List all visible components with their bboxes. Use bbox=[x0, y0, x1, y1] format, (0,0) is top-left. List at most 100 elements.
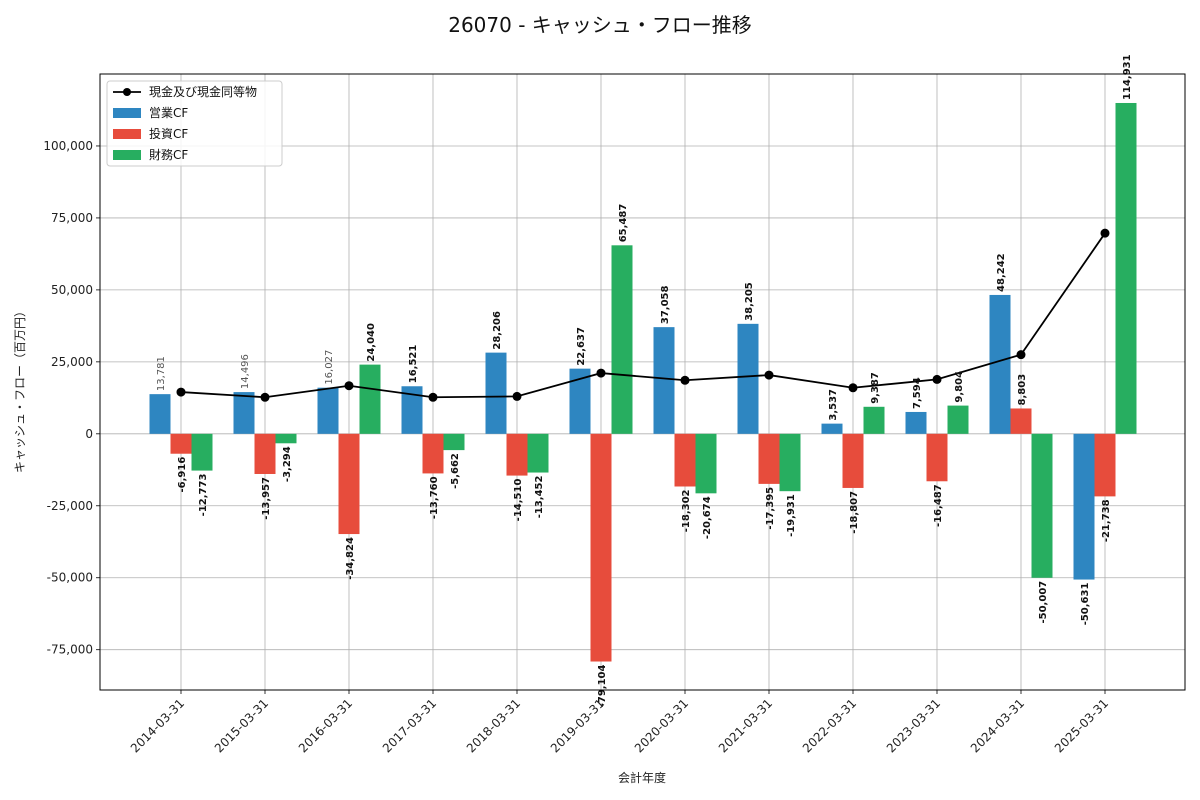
bar-2-0 bbox=[191, 433, 213, 471]
bar-data-label: 3,537 bbox=[828, 389, 839, 421]
legend-bar-swatch bbox=[113, 108, 141, 118]
bar-data-label: 14,496 bbox=[240, 354, 251, 389]
x-axis-label: 会計年度 bbox=[618, 770, 666, 785]
cash-equivalents-point bbox=[848, 383, 858, 393]
bar-data-label: -6,916 bbox=[177, 457, 188, 493]
x-tick-label: 2023-03-31 bbox=[884, 696, 943, 755]
bar-data-label: 9,387 bbox=[870, 372, 881, 404]
bar-data-label: -5,662 bbox=[450, 453, 461, 489]
chart-title: 26070 - キャッシュ・フロー推移 bbox=[448, 13, 752, 37]
bar-0-10 bbox=[989, 294, 1011, 434]
cash-equivalents-point bbox=[428, 392, 438, 402]
bar-data-label: -12,773 bbox=[198, 474, 209, 517]
bars-layer bbox=[149, 102, 1137, 662]
bar-data-label: 28,206 bbox=[492, 311, 503, 350]
cash-equivalents-point bbox=[260, 392, 270, 402]
bar-2-8 bbox=[863, 406, 885, 434]
bar-0-4 bbox=[485, 352, 507, 434]
bar-data-label: -17,395 bbox=[765, 487, 776, 530]
x-tick-label: 2014-03-31 bbox=[128, 696, 187, 755]
bar-data-label: 9,804 bbox=[954, 371, 965, 403]
bar-data-label: -3,294 bbox=[282, 446, 293, 482]
bar-1-9 bbox=[926, 433, 948, 482]
bar-2-7 bbox=[779, 433, 801, 492]
bar-2-9 bbox=[947, 405, 969, 434]
legend-entry: 投資CF bbox=[149, 126, 188, 141]
cash-equivalents-point bbox=[1100, 228, 1110, 238]
bar-2-4 bbox=[527, 433, 549, 473]
bar-2-10 bbox=[1031, 433, 1053, 578]
bar-data-label: -34,824 bbox=[345, 537, 356, 580]
y-tick-label: -50,000 bbox=[47, 571, 93, 585]
bar-data-label: 114,931 bbox=[1122, 54, 1133, 100]
bar-0-5 bbox=[569, 368, 591, 434]
cash-equivalents-point bbox=[932, 374, 942, 384]
bar-2-5 bbox=[611, 245, 633, 434]
bar-data-label: 48,242 bbox=[996, 253, 1007, 292]
y-tick-label: -25,000 bbox=[47, 499, 93, 513]
x-tick-label: 2024-03-31 bbox=[968, 696, 1027, 755]
bar-data-label: 8,803 bbox=[1017, 374, 1028, 406]
y-tick-label: 25,000 bbox=[51, 355, 93, 369]
bar-data-label: -16,487 bbox=[933, 484, 944, 527]
x-tick-label: 2019-03-31 bbox=[548, 696, 607, 755]
bar-1-7 bbox=[758, 433, 780, 484]
legend-bar-swatch bbox=[113, 129, 141, 139]
bar-1-1 bbox=[254, 433, 276, 474]
bar-0-8 bbox=[821, 423, 843, 434]
legend-entry: 営業CF bbox=[149, 106, 188, 120]
x-tick-label: 2015-03-31 bbox=[212, 696, 271, 755]
bar-data-label: -19,931 bbox=[786, 494, 797, 537]
y-tick-label: 0 bbox=[85, 427, 93, 441]
bar-0-11 bbox=[1073, 433, 1095, 580]
line-layer bbox=[176, 228, 1110, 402]
bar-2-6 bbox=[695, 433, 717, 494]
bar-data-label: -20,674 bbox=[702, 496, 713, 539]
bar-data-label: -18,302 bbox=[681, 489, 692, 532]
cash-equivalents-point bbox=[680, 375, 690, 385]
bar-1-0 bbox=[170, 433, 192, 454]
cash-equivalents-line bbox=[180, 232, 1106, 399]
bar-data-label: 65,487 bbox=[618, 204, 629, 243]
bar-1-3 bbox=[422, 433, 444, 474]
bar-1-11 bbox=[1094, 433, 1116, 497]
x-tick-label: 2016-03-31 bbox=[296, 696, 355, 755]
bar-2-3 bbox=[443, 433, 465, 451]
bar-1-6 bbox=[674, 433, 696, 487]
plot-frame bbox=[99, 73, 1186, 691]
bar-0-2 bbox=[317, 387, 339, 434]
bar-2-1 bbox=[275, 433, 297, 444]
bar-data-label: -14,510 bbox=[513, 479, 524, 522]
bar-1-10 bbox=[1010, 408, 1032, 434]
bar-data-label: -79,104 bbox=[597, 664, 608, 707]
bar-data-label: 16,521 bbox=[408, 345, 419, 384]
cash-equivalents-point bbox=[1016, 350, 1026, 360]
bar-data-label: 16,027 bbox=[324, 350, 335, 385]
bar-2-2 bbox=[359, 364, 381, 434]
cash-equivalents-point bbox=[512, 391, 522, 401]
bar-0-0 bbox=[149, 394, 171, 434]
bar-1-2 bbox=[338, 433, 360, 535]
bar-data-label: -18,807 bbox=[849, 491, 860, 534]
x-tick-label: 2017-03-31 bbox=[380, 696, 439, 755]
bar-1-8 bbox=[842, 433, 864, 488]
cash-equivalents-point bbox=[764, 370, 774, 380]
x-tick-label: 2025-03-31 bbox=[1052, 696, 1111, 755]
y-tick-label: 75,000 bbox=[51, 211, 93, 225]
bar-data-label: 13,781 bbox=[156, 356, 167, 391]
y-axis-label: キャッシュ・フロー（百万円） bbox=[13, 305, 27, 473]
x-tick-label: 2018-03-31 bbox=[464, 696, 523, 755]
bar-data-label: 38,205 bbox=[744, 282, 755, 321]
x-tick-label: 2020-03-31 bbox=[632, 696, 691, 755]
bar-0-1 bbox=[233, 392, 255, 434]
labels-layer: 13,781 14,496 16,027 16,521 28,206 22,637 37,0… bbox=[156, 54, 1133, 707]
bar-data-label: -13,760 bbox=[429, 476, 440, 519]
bar-data-label: -13,452 bbox=[534, 476, 545, 519]
bar-1-5 bbox=[590, 433, 612, 662]
bar-data-label: 7,594 bbox=[912, 377, 923, 409]
legend-box bbox=[106, 80, 283, 167]
legend-entry: 財務CF bbox=[149, 147, 188, 162]
bar-data-label: -50,631 bbox=[1080, 583, 1091, 626]
